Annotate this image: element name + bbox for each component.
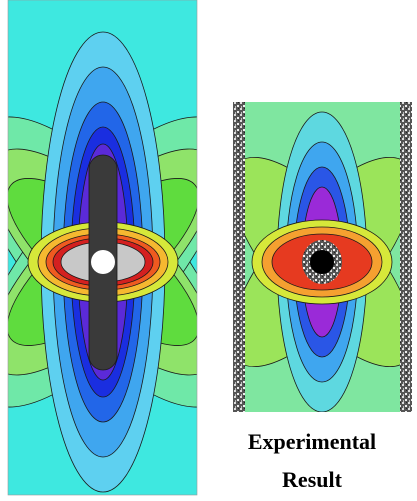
figure: Experimental Result — [0, 0, 417, 501]
simulation-panel — [0, 0, 272, 495]
experiment-panel — [200, 102, 417, 412]
specimen-edge — [400, 102, 412, 412]
caption-line: Result — [282, 467, 343, 492]
specimen-edge — [233, 102, 245, 412]
caption-line: Experimental — [248, 429, 376, 454]
